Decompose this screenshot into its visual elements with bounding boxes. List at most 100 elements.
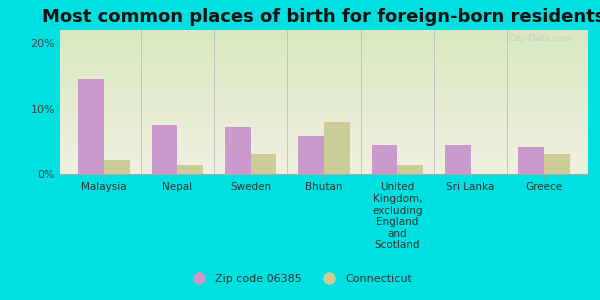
Bar [60, 136, 588, 138]
Bar [60, 155, 588, 157]
Bar [445, 145, 470, 174]
Bar [60, 158, 588, 160]
Bar [60, 68, 588, 69]
Bar [60, 43, 588, 44]
Bar [60, 113, 588, 115]
Bar [60, 44, 588, 46]
Bar [60, 55, 588, 56]
Bar [60, 60, 588, 62]
Title: Most common places of birth for foreign-born residents: Most common places of birth for foreign-… [43, 8, 600, 26]
Bar [60, 108, 588, 109]
Bar [60, 145, 588, 147]
Bar [60, 41, 588, 43]
Bar [60, 96, 588, 98]
Bar [60, 132, 588, 134]
Bar [60, 34, 588, 36]
Bar [60, 91, 588, 92]
Bar [60, 161, 588, 163]
Bar [60, 57, 588, 59]
Bar [60, 152, 588, 154]
Bar [152, 125, 178, 174]
Bar [60, 147, 588, 148]
Bar [251, 154, 277, 174]
Bar [60, 93, 588, 95]
Bar [60, 109, 588, 111]
Bar [60, 151, 588, 152]
Bar [60, 95, 588, 96]
Bar [60, 102, 588, 104]
Bar [60, 79, 588, 80]
Bar [60, 70, 588, 72]
Bar [60, 111, 588, 112]
Bar [60, 63, 588, 64]
Bar [60, 125, 588, 127]
Bar [60, 157, 588, 158]
Bar [60, 129, 588, 131]
Bar [60, 165, 588, 167]
Bar [79, 79, 104, 174]
Bar [371, 145, 397, 174]
Bar [60, 83, 588, 85]
Bar [60, 82, 588, 83]
Bar [60, 124, 588, 125]
Bar [518, 146, 544, 174]
Bar [60, 103, 588, 105]
Bar [60, 52, 588, 53]
Bar [60, 36, 588, 37]
Bar [60, 50, 588, 52]
Bar [60, 105, 588, 106]
Bar [60, 134, 588, 135]
Bar [60, 163, 588, 164]
Bar [60, 167, 588, 168]
Bar [60, 144, 588, 145]
Bar [60, 77, 588, 79]
Bar [60, 119, 588, 121]
Bar [60, 66, 588, 68]
Bar [60, 127, 588, 128]
Bar [60, 135, 588, 136]
Bar [60, 106, 588, 108]
Bar [397, 166, 423, 174]
Bar [60, 112, 588, 113]
Bar [60, 76, 588, 77]
Bar [60, 39, 588, 40]
Bar [60, 140, 588, 141]
Bar [225, 127, 251, 174]
Bar [60, 160, 588, 161]
Bar [60, 49, 588, 50]
Bar [60, 142, 588, 144]
Bar [60, 116, 588, 118]
Bar [60, 171, 588, 172]
Bar [60, 47, 588, 49]
Bar [60, 99, 588, 100]
Bar [60, 118, 588, 119]
Bar [60, 53, 588, 55]
Bar [60, 168, 588, 170]
Bar [104, 160, 130, 174]
Bar [60, 98, 588, 99]
Bar [60, 30, 588, 31]
Bar [60, 62, 588, 63]
Bar [60, 73, 588, 75]
Bar [60, 115, 588, 116]
Bar [60, 131, 588, 132]
Bar [60, 141, 588, 142]
Bar [60, 92, 588, 93]
Bar [60, 100, 588, 102]
Bar [60, 138, 588, 140]
Bar [60, 33, 588, 34]
Bar [544, 154, 569, 174]
Bar [324, 122, 350, 174]
Bar [60, 64, 588, 66]
Bar [60, 170, 588, 171]
Bar [60, 32, 588, 33]
Bar [60, 75, 588, 76]
Bar [60, 89, 588, 91]
Bar [60, 37, 588, 39]
Bar [298, 136, 324, 174]
Bar [60, 149, 588, 151]
Bar [60, 80, 588, 82]
Bar [60, 164, 588, 165]
Bar [60, 59, 588, 60]
Bar [178, 166, 203, 174]
